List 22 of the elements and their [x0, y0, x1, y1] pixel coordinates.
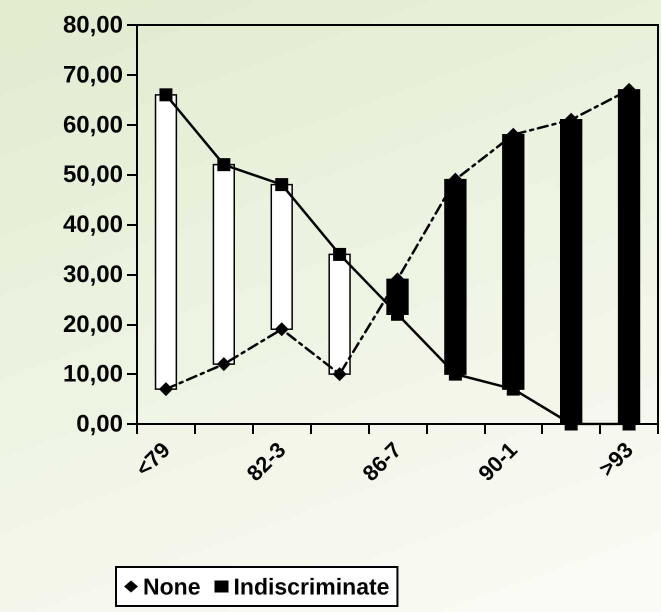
y-tick-label: 50,00 [62, 161, 123, 188]
point [274, 322, 289, 336]
x-tick-label: >93 [594, 437, 638, 482]
legend-label: Indiscriminate [234, 574, 390, 600]
point [275, 178, 288, 192]
y-tick-label: 70,00 [62, 61, 123, 88]
point [217, 158, 230, 172]
y-tick-label: 40,00 [62, 211, 123, 238]
y-tick-label: 0,00 [76, 410, 123, 438]
y-tick-label: 10,00 [62, 360, 123, 388]
point [333, 248, 346, 261]
point [159, 88, 172, 102]
x-tick-label: <79 [130, 437, 175, 482]
point [158, 382, 173, 396]
y-tick-label: 80,00 [62, 12, 123, 38]
legend-label: None [143, 574, 200, 600]
y-tick-label: 60,00 [62, 111, 123, 138]
y-tick-label: 30,00 [62, 260, 123, 288]
point [332, 367, 347, 382]
x-tick-label: 90-1 [473, 437, 522, 486]
y-tick-label: 20,00 [62, 310, 123, 338]
point [216, 357, 231, 372]
